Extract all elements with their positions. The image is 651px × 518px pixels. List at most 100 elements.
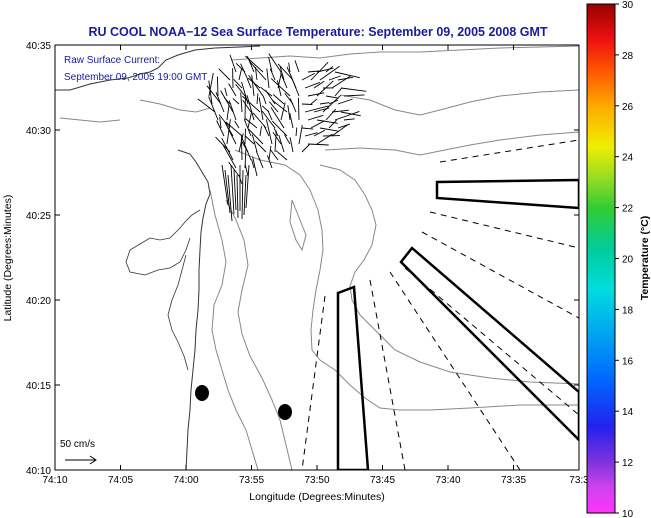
- current-vector: [218, 114, 231, 129]
- current-vector: [276, 80, 282, 97]
- current-vector: [280, 102, 286, 121]
- current-vector: [242, 99, 252, 113]
- current-vector: [229, 54, 237, 73]
- current-vector: [289, 98, 297, 113]
- y-axis: 40:10 40:15 40:20 40:25 40:30 40:35: [26, 41, 579, 477]
- current-vector: [279, 66, 285, 81]
- current-vector: [316, 133, 333, 145]
- current-vector: [310, 61, 329, 81]
- current-vector: [268, 101, 279, 113]
- current-vector: [254, 66, 258, 81]
- x-axis: 74:10 74:05 74:00 73:55 73:50 73:45 73:40 73:35…: [42, 45, 589, 486]
- current-vector: [256, 93, 259, 105]
- current-vector: [252, 156, 258, 177]
- current-vector: [274, 130, 277, 153]
- y-tick-label: 40:30: [26, 126, 51, 137]
- current-vector: [246, 95, 255, 121]
- current-vector: [230, 164, 235, 215]
- current-vector: [224, 169, 231, 214]
- radar-lines: [301, 139, 579, 470]
- current-vector: [271, 120, 288, 137]
- x-tick-label: 73:55: [239, 475, 264, 486]
- y-axis-label: Latitude (Degrees:Minutes): [2, 195, 14, 322]
- current-vector: [304, 81, 321, 89]
- current-vector: [226, 119, 231, 145]
- scale-arrow: [65, 455, 97, 465]
- current-vector: [219, 116, 222, 129]
- x-axis-label: Longitude (Degrees:Minutes): [249, 491, 384, 503]
- current-vector: [221, 137, 234, 161]
- y-tick-label: 40:35: [26, 41, 51, 52]
- current-vector: [269, 68, 276, 81]
- current-vector: [319, 127, 339, 132]
- x-tick-label: 74:05: [108, 475, 133, 486]
- ship-channel-polygons: [336, 178, 579, 470]
- current-vector: [243, 174, 247, 216]
- current-vector: [245, 164, 250, 209]
- current-vector: [232, 98, 240, 105]
- y-tick-label: 40:25: [26, 211, 51, 222]
- current-vector: [241, 138, 252, 161]
- current-vector: [268, 53, 282, 73]
- current-vector: [197, 98, 216, 113]
- current-vector: [334, 71, 360, 79]
- current-vector: [228, 83, 237, 97]
- current-vector: [261, 105, 270, 113]
- current-vector: [267, 111, 273, 121]
- current-vector: [316, 80, 334, 97]
- current-vector: [208, 72, 214, 97]
- current-vector: [225, 121, 243, 137]
- colorbar-tick-label: 26: [622, 102, 634, 113]
- current-vector: [287, 105, 291, 121]
- current-vector: [206, 85, 222, 105]
- current-vector: [334, 87, 343, 97]
- colorbar: [586, 3, 616, 514]
- current-vector: [331, 109, 349, 113]
- y-tick-label: 40:10: [26, 466, 51, 477]
- current-vector: [277, 63, 294, 81]
- current-vector: [262, 95, 267, 105]
- depth-contours: [59, 45, 579, 470]
- current-annotation-line-2: September 09, 2005 19:00 GMT: [64, 72, 207, 83]
- current-vector: [297, 97, 300, 121]
- map-panel: [55, 45, 579, 470]
- colorbar-tick-label: 28: [622, 51, 634, 62]
- current-vector: [337, 98, 353, 105]
- current-vector: [233, 169, 237, 211]
- current-vector: [208, 80, 213, 105]
- current-vector: [266, 68, 270, 89]
- current-vector: [220, 90, 234, 113]
- current-vector: [244, 55, 264, 73]
- x-tick-label: 73:50: [304, 475, 329, 486]
- current-vector: [301, 127, 314, 130]
- current-vector: [340, 111, 361, 117]
- colorbar-tick-label: 22: [622, 204, 634, 215]
- current-vector: [258, 97, 264, 121]
- current-vector: [248, 128, 264, 145]
- current-vector: [238, 133, 244, 153]
- current-vector: [228, 128, 234, 137]
- current-vector: [328, 119, 337, 129]
- current-vector: [343, 118, 355, 121]
- current-vector: [301, 144, 310, 153]
- current-vector: [251, 74, 255, 97]
- current-vector: [270, 107, 285, 129]
- current-vector: [227, 174, 233, 222]
- x-tick-label: 74:00: [173, 475, 198, 486]
- current-vector: [234, 120, 240, 129]
- current-vector: [228, 100, 237, 121]
- current-vector: [272, 94, 285, 105]
- scale-arrow-label: 50 cm/s: [60, 439, 95, 450]
- current-vector: [233, 78, 243, 89]
- current-vector: [244, 164, 249, 177]
- current-vector: [307, 92, 325, 97]
- current-vector: [240, 92, 243, 113]
- current-vector: [340, 87, 367, 92]
- colorbar-tick-label: 10: [622, 509, 634, 518]
- current-vector: [251, 134, 258, 153]
- current-vector: [289, 113, 294, 129]
- current-vector: [244, 135, 255, 145]
- current-vector: [218, 68, 231, 81]
- current-vector: [268, 56, 273, 73]
- current-vector: [288, 62, 291, 73]
